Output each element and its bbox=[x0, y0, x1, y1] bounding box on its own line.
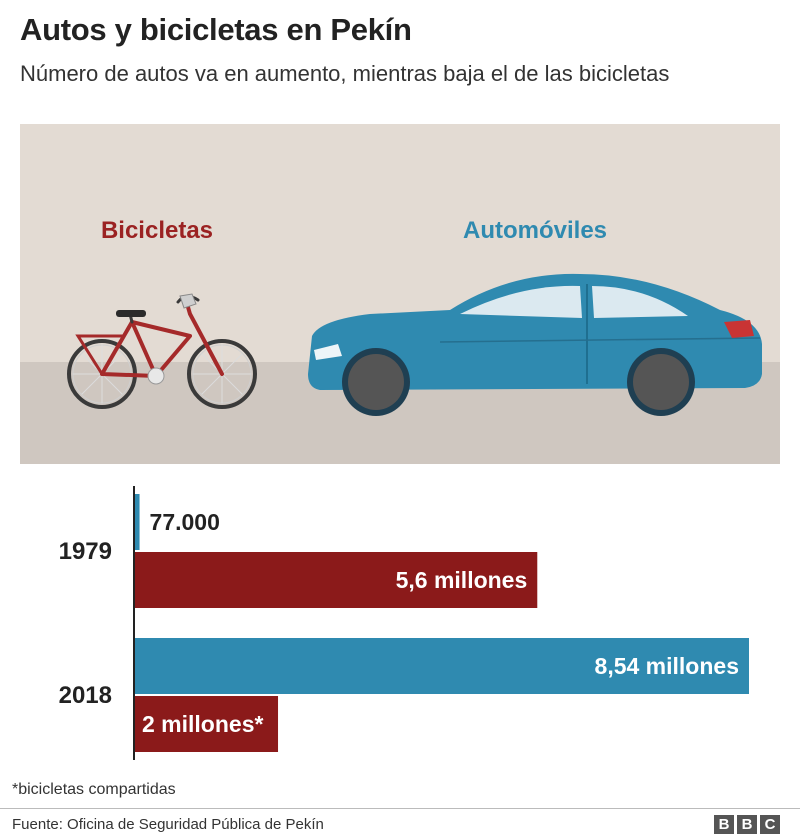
footnote: *bicicletas compartidas bbox=[12, 781, 176, 798]
chart-title: Autos y bicicletas en Pekín bbox=[20, 12, 412, 47]
logo-letter: B bbox=[714, 815, 734, 834]
bar bbox=[134, 552, 538, 608]
data-label: 5,6 millones bbox=[396, 567, 528, 593]
data-label: 8,54 millones bbox=[595, 653, 739, 679]
bar-chart: 1979 77.000 5,6 millones 2018 8,54 millones 2… bbox=[59, 486, 749, 760]
logo-letter: C bbox=[760, 815, 780, 834]
car-icon bbox=[308, 273, 762, 416]
bar bbox=[134, 638, 749, 694]
divider bbox=[0, 808, 800, 809]
bbc-logo: B B C bbox=[714, 815, 780, 834]
car-label: Automóviles bbox=[463, 217, 607, 244]
logo-letter: B bbox=[737, 815, 757, 834]
bar bbox=[134, 494, 140, 550]
bike-label: Bicicletas bbox=[101, 217, 213, 244]
source-note: Fuente: Oficina de Seguridad Pública de … bbox=[12, 816, 324, 833]
illustration-panel: Bicicletas Automóviles bbox=[20, 124, 780, 464]
data-label: 2 millones* bbox=[142, 711, 263, 737]
bar bbox=[134, 696, 279, 752]
data-label: 77.000 bbox=[150, 509, 220, 535]
category-label: 1979 bbox=[59, 538, 112, 565]
category-label: 2018 bbox=[59, 682, 112, 709]
chart-subtitle: Número de autos va en aumento, mientras … bbox=[20, 61, 670, 86]
bicycle-icon bbox=[67, 293, 257, 409]
